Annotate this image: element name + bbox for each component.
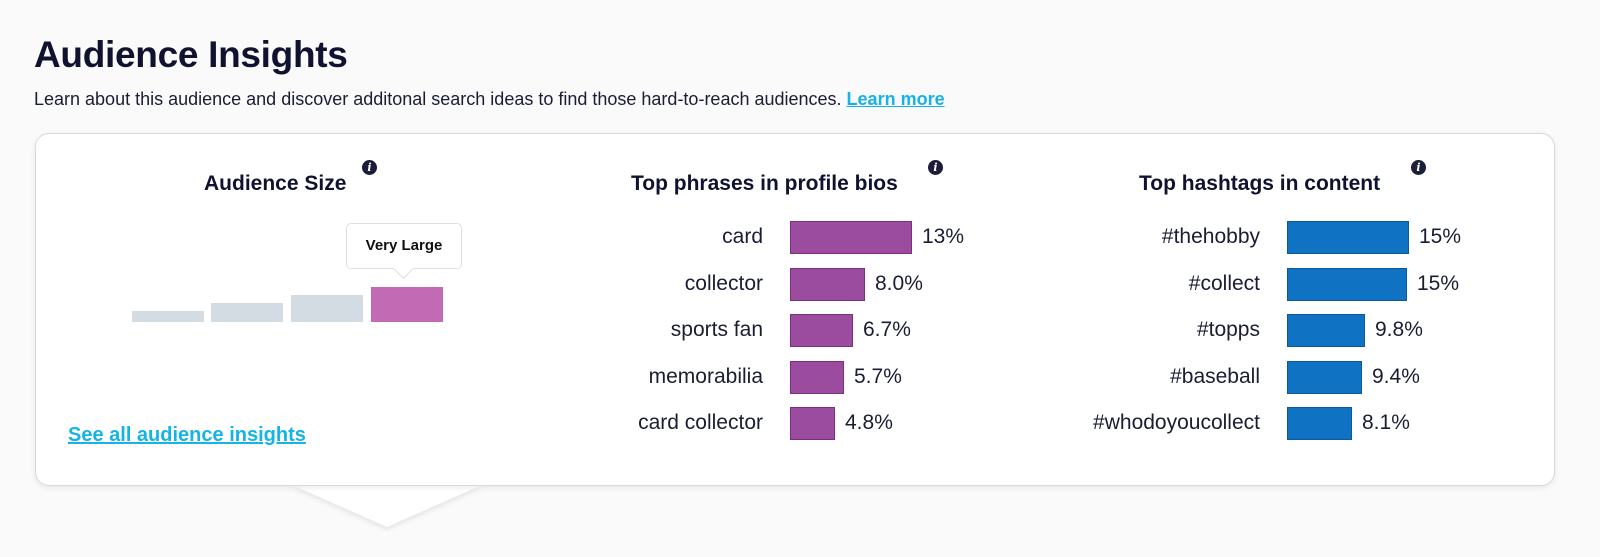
- page-title: Audience Insights: [34, 34, 348, 75]
- phrase-row-bar: [790, 407, 835, 440]
- see-all-insights-link[interactable]: See all audience insights: [68, 424, 306, 446]
- hashtag-row-label: #whodoyoucollect: [1093, 411, 1260, 434]
- phrase-row-value: 6.7%: [863, 318, 911, 341]
- phrase-row-value: 8.0%: [875, 271, 923, 295]
- phrase-row-bar: [790, 314, 853, 347]
- audience-size-tooltip: Very Large: [346, 223, 462, 269]
- phrase-row-label: collector: [684, 271, 763, 295]
- hashtag-row-bar: [1287, 314, 1365, 347]
- hashtag-row-label: #thehobby: [1161, 225, 1260, 248]
- hashtag-row-bar: [1287, 360, 1362, 394]
- top-hashtags-title: Top hashtags in content: [1139, 172, 1381, 195]
- top-phrases-title: Top phrases in profile bios: [631, 172, 898, 195]
- hashtag-row-value: 15%: [1417, 271, 1460, 295]
- hashtag-row-value: 9.8%: [1375, 318, 1423, 341]
- audience-size-bar-4: [371, 287, 443, 322]
- hashtag-row-value: 15%: [1419, 225, 1462, 248]
- hashtag-row-value: 8.1%: [1362, 411, 1410, 434]
- phrase-row-bar: [790, 267, 865, 301]
- card-pointer: [292, 485, 482, 527]
- audience-size-title: Audience Size: [204, 172, 347, 195]
- phrase-row-value: 5.7%: [854, 364, 902, 388]
- info-icon[interactable]: i: [1411, 160, 1426, 175]
- hashtag-row-label: #collect: [1188, 271, 1260, 295]
- hashtag-row-bar: [1287, 267, 1407, 301]
- phrase-row-value: 13%: [922, 225, 965, 248]
- learn-more-link[interactable]: Learn more: [846, 89, 945, 109]
- hashtag-row-bar: [1287, 407, 1352, 440]
- phrase-row-bar: [790, 360, 844, 394]
- hashtag-row-bar: [1287, 221, 1409, 254]
- info-icon[interactable]: i: [362, 160, 377, 175]
- phrase-row-label: sports fan: [670, 318, 763, 341]
- page-description-text: Learn about this audience and discover a…: [34, 89, 842, 109]
- phrase-row-label: memorabilia: [648, 364, 763, 388]
- phrase-row-bar: [790, 221, 912, 254]
- page-description: Learn about this audience and discover a…: [34, 89, 945, 110]
- audience-size-bar-2: [211, 303, 283, 322]
- phrase-row-label: card collector: [638, 411, 763, 434]
- phrase-row-value: 4.8%: [845, 411, 893, 434]
- hashtag-row-label: #topps: [1196, 318, 1260, 341]
- hashtag-row-label: #baseball: [1170, 364, 1260, 388]
- audience-size-bar-3: [291, 295, 363, 322]
- phrase-row-label: card: [722, 225, 763, 248]
- info-icon[interactable]: i: [928, 160, 943, 175]
- hashtag-row-value: 9.4%: [1372, 364, 1420, 388]
- audience-size-bar-1: [132, 311, 204, 322]
